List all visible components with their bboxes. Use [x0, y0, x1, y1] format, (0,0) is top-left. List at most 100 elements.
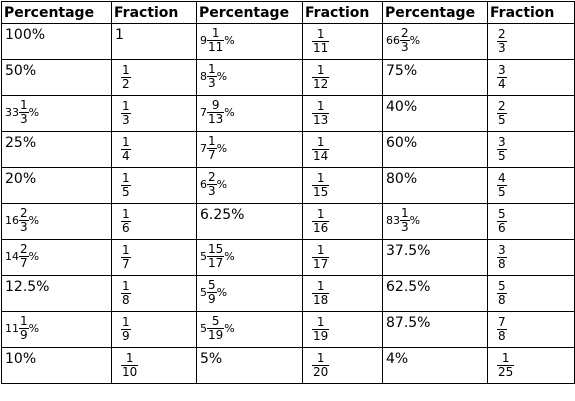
- fraction-cell: 1 20: [302, 347, 383, 384]
- numerator: 5: [497, 207, 507, 222]
- percent-sign: %: [28, 322, 40, 335]
- numerator: 1: [121, 352, 139, 366]
- percentage-cell: 100%: [1, 23, 112, 60]
- numerator: 1: [121, 63, 131, 78]
- denominator: 6: [122, 221, 130, 235]
- numerator: 1: [121, 171, 131, 186]
- fraction-cell: 1 12: [302, 59, 383, 96]
- header-fraction-1: Fraction: [111, 1, 197, 24]
- denominator: 18: [313, 293, 329, 307]
- whole-part: 8: [200, 70, 207, 83]
- fraction-cell: 1 19: [302, 311, 383, 348]
- whole-part: 7: [200, 106, 207, 119]
- percentage-cell: 8 1 3%: [196, 59, 303, 96]
- percent-sign: %: [28, 250, 40, 263]
- fraction: 1 13: [312, 100, 330, 127]
- numerator: 15: [207, 242, 225, 257]
- percentage-cell: 33 1 3%: [1, 95, 112, 132]
- denominator: 11: [208, 40, 224, 54]
- denominator: 13: [313, 113, 329, 127]
- table-row: 25% 1 4 7 1 7% 1 14 60% 3 5: [1, 131, 575, 168]
- numerator: 1: [121, 279, 131, 294]
- table-row: 100% 1 9 1 11% 1 11 66 2 3% 2 3: [1, 23, 575, 60]
- numerator: 1: [121, 207, 131, 222]
- denominator: 17: [208, 256, 224, 270]
- percentage-cell: 83 1 3%: [382, 203, 488, 240]
- denominator: 3: [498, 41, 506, 55]
- denominator: 19: [208, 328, 224, 342]
- mixed-number: 7 9 13%: [200, 99, 235, 126]
- percent-sign: %: [28, 214, 40, 227]
- numerator: 1: [312, 28, 330, 42]
- mixed-number: 14 2 7%: [5, 243, 39, 270]
- denominator: 3: [401, 40, 409, 54]
- numerator: 1: [121, 315, 131, 330]
- percentage-cell: 5 5 19%: [196, 311, 303, 348]
- denominator: 4: [122, 149, 130, 163]
- whole-part: 66: [386, 34, 400, 47]
- table-row: 12.5% 1 8 5 5 9% 1 18 62.5% 5 8: [1, 275, 575, 312]
- cell-value: 12.5%: [5, 279, 50, 295]
- percentage-cell: 12.5%: [1, 275, 112, 312]
- percent-sign: %: [28, 106, 40, 119]
- denominator: 8: [498, 329, 506, 343]
- denominator: 2: [122, 77, 130, 91]
- denominator: 5: [498, 185, 506, 199]
- fraction-value: 1 11: [306, 28, 330, 55]
- whole-part: 16: [5, 214, 19, 227]
- percent-sign: %: [216, 142, 228, 155]
- numerator: 1: [312, 280, 330, 294]
- numerator: 1: [312, 64, 330, 78]
- numerator: 9: [207, 99, 225, 113]
- fraction-value: 1 20: [306, 352, 330, 379]
- fraction-value: 1 10: [115, 352, 139, 379]
- numerator: 2: [207, 170, 217, 185]
- mixed-number: 9 1 11%: [200, 27, 235, 54]
- cell-value: 40%: [386, 99, 418, 115]
- cell-value: 10%: [5, 351, 37, 367]
- denominator: 13: [208, 112, 224, 126]
- fraction-value: 1 17: [306, 244, 330, 271]
- fraction-value: 1 14: [306, 136, 330, 163]
- denominator: 5: [498, 113, 506, 127]
- percentage-cell: 87.5%: [382, 311, 488, 348]
- denominator: 14: [313, 149, 329, 163]
- fraction-value: 1 16: [306, 208, 330, 235]
- numerator: 1: [400, 206, 410, 221]
- fraction-cell: 1 11: [302, 23, 383, 60]
- denominator: 20: [313, 365, 329, 379]
- table-row: 33 1 3% 1 3 7 9 13% 1 13 40% 2 5: [1, 95, 575, 132]
- header-row: Percentage Fraction Percentage Fraction …: [1, 1, 575, 24]
- fraction: 1 10: [121, 352, 139, 379]
- numerator: 5: [207, 278, 217, 293]
- mixed-number: 7 1 7%: [200, 135, 227, 162]
- numerator: 1: [497, 352, 515, 366]
- whole-part: 5: [200, 286, 207, 299]
- percent-sign: %: [224, 34, 235, 47]
- header-percentage-2: Percentage: [196, 1, 303, 24]
- denominator: 9: [122, 329, 130, 343]
- percentage-cell: 60%: [382, 131, 488, 168]
- percentage-cell: 80%: [382, 167, 488, 204]
- whole-part: 11: [5, 322, 19, 335]
- denominator: 6: [498, 221, 506, 235]
- percentage-cell: 6.25%: [196, 203, 303, 240]
